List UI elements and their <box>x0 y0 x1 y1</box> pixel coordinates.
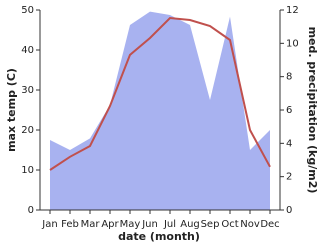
y2-tick-label: 8 <box>286 72 292 83</box>
x-tick-label: Jul <box>163 219 176 230</box>
x-tick-label: May <box>120 219 141 230</box>
y-tick-label: 50 <box>21 5 34 16</box>
y-axis-label: max temp (C) <box>5 68 18 152</box>
y-tick-label: 30 <box>21 85 34 96</box>
precipitation-area <box>50 11 270 210</box>
y-tick-label: 20 <box>21 125 34 136</box>
y-tick-label: 10 <box>21 165 34 176</box>
y2-tick-label: 10 <box>286 38 299 49</box>
x-tick-label: Feb <box>61 219 79 230</box>
x-axis-label: date (month) <box>118 230 200 243</box>
x-tick-label: Mar <box>81 219 101 230</box>
y2-tick-label: 6 <box>286 105 292 116</box>
chart: date (month) max temp (C) med. precipita… <box>5 5 319 243</box>
y2-axis-label: med. precipitation (kg/m2) <box>306 27 318 194</box>
temp-line <box>49 16 271 171</box>
x-tick-label: Apr <box>101 219 119 230</box>
y2-tick-label: 2 <box>286 172 292 183</box>
x-tick-label: Jan <box>41 219 57 230</box>
x-tick-label: Sep <box>201 219 220 230</box>
x-tick-label: Nov <box>240 219 260 230</box>
y2-tick-label: 12 <box>286 5 299 16</box>
y2-tick-label: 0 <box>286 205 292 216</box>
x-tick-label: Aug <box>180 219 200 230</box>
y-tick-label: 0 <box>28 205 34 216</box>
x-tick-label: Oct <box>221 219 238 230</box>
x-tick-label: Jun <box>141 219 158 230</box>
y2-tick-label: 4 <box>286 138 292 149</box>
y-tick-label: 40 <box>21 45 34 56</box>
x-tick-label: Dec <box>260 219 279 230</box>
